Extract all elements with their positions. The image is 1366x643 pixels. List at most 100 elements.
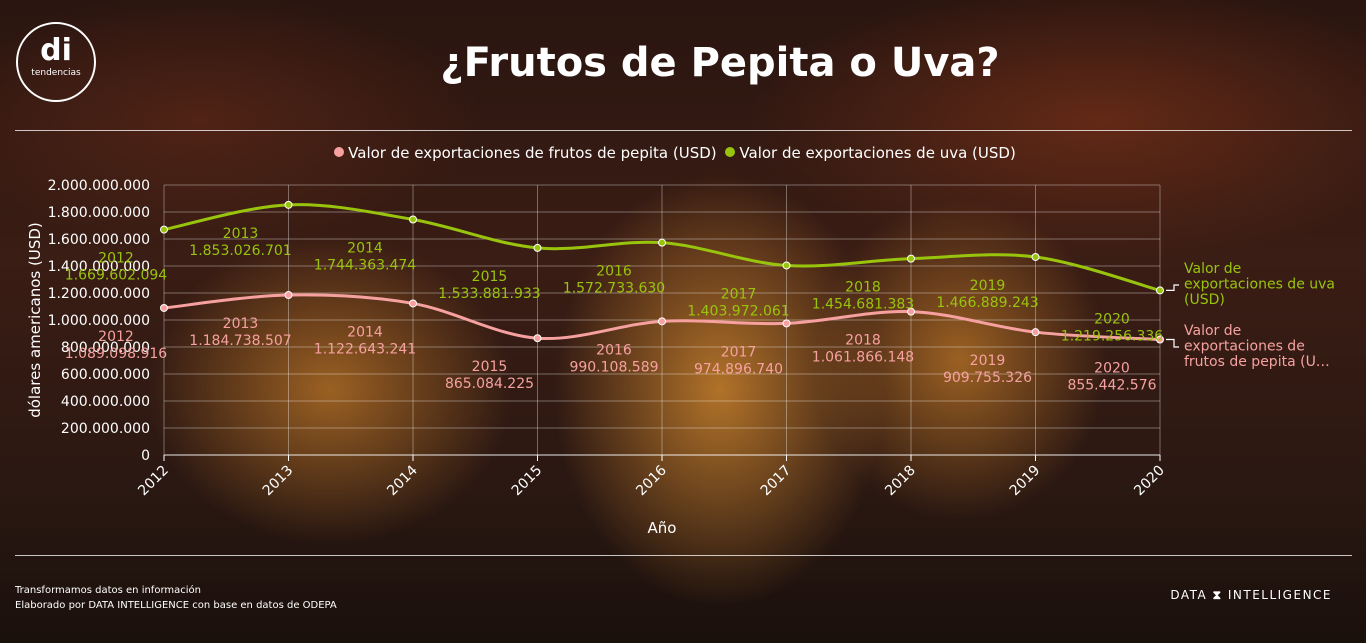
series-end-label: Valor de (1184, 261, 1241, 277)
data-label-year: 2016 (596, 342, 632, 358)
data-point (160, 225, 168, 234)
data-label-value: 1.853.026.701 (189, 243, 291, 259)
y-tick-label: 1.000.000.000 (48, 313, 150, 329)
footer-line-2: Elaborado por DATA INTELLIGENCE con base… (15, 600, 337, 611)
x-tick-label: 2013 (260, 463, 297, 500)
y-tick-label: 1.400.000.000 (48, 259, 150, 275)
chart-legend: Valor de exportaciones de frutos de pepi… (0, 144, 1350, 162)
data-label-value: 855.442.576 (1067, 378, 1156, 394)
footer-logo-left: DATA (1170, 588, 1208, 602)
x-tick-label: 2016 (633, 462, 670, 499)
data-label-year: 2012 (98, 329, 134, 345)
legend-marker-uva (725, 147, 736, 157)
footer-logo-right: INTELLIGENCE (1227, 588, 1332, 602)
brand-logo: di tendencias (16, 22, 96, 102)
y-tick-label: 1.800.000.000 (48, 205, 150, 221)
legend-item-uva[interactable]: Valor de exportaciones de uva (USD) (725, 144, 1016, 162)
data-point (1156, 286, 1164, 295)
data-label-value: 974.896.740 (694, 361, 783, 377)
data-point (284, 200, 293, 209)
data-label-year: 2013 (223, 226, 259, 242)
data-label-year: 2017 (721, 286, 757, 302)
y-tick-label: 200.000.000 (61, 421, 150, 437)
series-end-label: Valor de (1184, 323, 1241, 339)
data-label-value: 1.454.681.383 (812, 297, 914, 313)
data-label-year: 2020 (1094, 361, 1130, 377)
series-end-label: exportaciones de uva (1184, 277, 1335, 293)
y-tick-label: 1.200.000.000 (48, 286, 150, 302)
footer-brand-logo: DATA ⧗ INTELLIGENCE (1170, 588, 1332, 603)
x-tick-label: 2018 (882, 463, 919, 500)
x-axis-title: Año (648, 519, 677, 537)
y-tick-label: 2.000.000.000 (48, 178, 150, 194)
hourglass-icon: ⧗ (1212, 588, 1223, 602)
page-title: ¿Frutos de Pepita o Uva? (440, 40, 1000, 86)
data-point (284, 291, 293, 300)
data-label-value: 1.669.602.094 (65, 268, 168, 284)
data-label-value: 1.122.643.241 (314, 341, 416, 357)
data-point (409, 299, 417, 308)
footer-line-1: Transformamos datos en información (15, 585, 201, 596)
data-label-year: 2018 (845, 333, 881, 349)
x-tick-label: 2019 (1007, 463, 1044, 500)
end-label-connector (1166, 338, 1179, 348)
data-label-year: 2014 (347, 324, 383, 340)
data-point (782, 261, 791, 270)
data-point (658, 238, 666, 247)
data-point (533, 243, 542, 252)
data-point (1031, 328, 1040, 337)
y-tick-label: 400.000.000 (61, 394, 150, 410)
data-point (1031, 252, 1040, 261)
series-end-label: frutos de pepita (U… (1184, 354, 1330, 370)
data-label-year: 2018 (845, 280, 881, 296)
data-label-value: 1.184.738.507 (189, 333, 291, 349)
legend-item-pepita[interactable]: Valor de exportaciones de frutos de pepi… (334, 144, 717, 162)
data-label-value: 990.108.589 (569, 359, 658, 375)
top-divider (15, 130, 1352, 131)
data-point (533, 334, 542, 343)
x-tick-label: 2015 (509, 463, 546, 500)
footer-note: Transformamos datos en información Elabo… (15, 583, 337, 613)
data-point (658, 317, 666, 326)
data-label-value: 1.466.889.243 (936, 295, 1038, 311)
y-tick-label: 0 (141, 448, 150, 464)
data-label-value: 1.403.972.061 (687, 303, 789, 319)
legend-label-pepita: Valor de exportaciones de frutos de pepi… (348, 144, 717, 162)
data-point (782, 319, 791, 328)
data-point (1156, 335, 1164, 344)
data-label-value: 909.755.326 (943, 370, 1032, 386)
x-tick-label: 2012 (135, 463, 172, 500)
data-label-value: 1.572.733.630 (563, 281, 665, 297)
data-label-year: 2014 (347, 241, 383, 257)
series-end-label: (USD) (1184, 292, 1225, 308)
x-tick-label: 2020 (1131, 463, 1168, 500)
data-label-value: 865.084.225 (445, 376, 534, 392)
data-label-year: 2015 (472, 269, 508, 285)
logo-mark: di (40, 33, 72, 68)
data-label-year: 2016 (596, 264, 632, 280)
y-tick-label: 600.000.000 (61, 367, 150, 383)
data-point (409, 215, 417, 224)
end-label-connector (1166, 284, 1179, 291)
data-point (907, 307, 915, 316)
data-label-value: 1.089.098.916 (65, 346, 168, 362)
logo-subtitle: tendencias (31, 68, 81, 78)
data-label-year: 2019 (970, 353, 1006, 369)
data-label-value: 1.533.881.933 (438, 286, 540, 302)
data-point (907, 254, 915, 263)
data-point (160, 303, 168, 312)
series-end-label: exportaciones de (1184, 339, 1305, 355)
legend-marker-pepita (334, 147, 345, 157)
data-label-value: 1.744.363.474 (314, 258, 417, 274)
data-label-year: 2020 (1094, 311, 1130, 327)
y-tick-label: 1.600.000.000 (48, 232, 150, 248)
x-tick-label: 2017 (758, 463, 795, 500)
data-label-year: 2015 (472, 359, 508, 375)
bottom-divider (15, 555, 1352, 556)
y-tick-label: 800.000.000 (61, 340, 150, 356)
data-label-value: 1.219.256.336 (1061, 328, 1164, 344)
data-label-year: 2017 (721, 344, 757, 360)
y-axis-title: dólares americanos (USD) (26, 222, 44, 418)
data-label-value: 1.061.866.148 (812, 350, 914, 366)
